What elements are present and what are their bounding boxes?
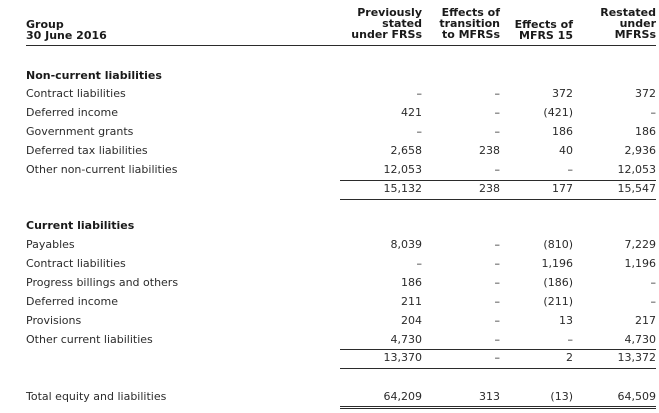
- group-label: Group: [26, 18, 64, 31]
- table-row: Other non-current liabilities 12,053 – –…: [26, 163, 656, 176]
- date-label: 30 June 2016: [26, 29, 107, 42]
- table-row: Deferred income 211 – (211) –: [26, 295, 656, 308]
- grand-total-double-line-1: [340, 406, 656, 407]
- grand-total-row: Total equity and liabilities 64,209 313 …: [26, 390, 656, 403]
- table-row: Progress billings and others 186 – (186)…: [26, 276, 656, 289]
- table-row: Other current liabilities 4,730 – – 4,73…: [26, 333, 656, 346]
- table-row: Provisions 204 – 13 217: [26, 314, 656, 327]
- col-header-effects-transition: Effects of transition to MFRSs: [439, 6, 500, 41]
- group-header: Group 30 June 2016: [26, 19, 107, 41]
- current-title: Current liabilities: [26, 219, 135, 232]
- header-divider: [26, 45, 656, 46]
- table-row: Government grants – – 186 186: [26, 125, 656, 138]
- grand-total-double-line-2: [340, 408, 656, 409]
- subtotal-row: 13,370 – 2 13,372: [383, 351, 657, 364]
- col-header-restated: Restated under MFRSs: [600, 6, 656, 41]
- subtotal-row: 15,132 238 177 15,547: [383, 182, 657, 195]
- noncurrent-title: Non-current liabilities: [26, 69, 162, 82]
- col-header-previously-stated: Previously stated under FRSs: [351, 6, 422, 41]
- table-row: Contract liabilities – – 372 372: [26, 87, 656, 100]
- subtotal-bottom-line: [340, 368, 656, 369]
- table-row: Deferred income 421 – (421) –: [26, 106, 656, 119]
- table-row: Deferred tax liabilities 2,658 238 40 2,…: [26, 144, 656, 157]
- subtotal-top-line: [340, 349, 656, 350]
- table-row: Payables 8,039 – (810) 7,229: [26, 238, 656, 251]
- col-header-effects-mfrs15: Effects of MFRS 15: [514, 18, 573, 42]
- table-row: Contract liabilities – – 1,196 1,196: [26, 257, 656, 270]
- subtotal-bottom-line: [340, 199, 656, 200]
- subtotal-top-line: [340, 180, 656, 181]
